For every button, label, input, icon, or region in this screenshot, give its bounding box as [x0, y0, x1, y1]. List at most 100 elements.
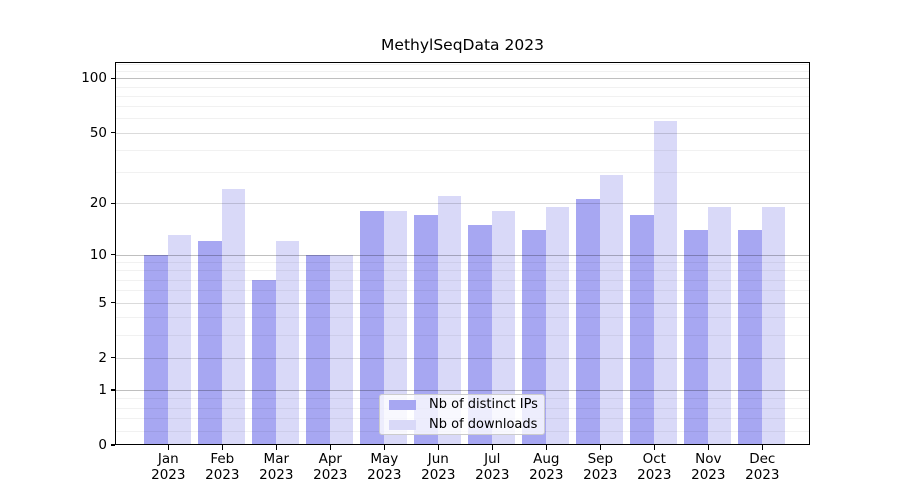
y-tick-mark-1	[110, 389, 115, 391]
y-tick-label-50: 50	[89, 124, 107, 141]
x-tick-label-Mar: Mar 2023	[246, 451, 306, 483]
gridline-7	[115, 279, 810, 281]
gridline-60	[115, 118, 810, 120]
bar-downloads-Jan	[168, 235, 192, 445]
bar-downloads-Oct	[654, 121, 678, 445]
x-tick-mark-Dec	[761, 445, 763, 450]
gridline-30	[115, 172, 810, 174]
bar-downloads-Sep	[600, 174, 624, 445]
x-tick-year: 2023	[745, 466, 780, 483]
gridline-90	[115, 86, 810, 88]
y-tick-label-5: 5	[98, 294, 107, 311]
bar-downloads-Jul	[492, 211, 516, 445]
bar-distinct-ips-Jan	[144, 254, 169, 445]
y-tick-mark-0	[110, 444, 115, 446]
y-tick-mark-20	[110, 202, 115, 204]
bar-distinct-ips-Sep	[576, 199, 601, 445]
x-tick-year: 2023	[259, 466, 294, 483]
x-tick-label-Feb: Feb 2023	[192, 451, 252, 483]
x-tick-mark-Oct	[653, 445, 655, 450]
x-tick-month: Jan	[157, 451, 179, 467]
x-tick-year: 2023	[475, 466, 510, 483]
legend-label-distinct-ips: Nb of distinct IPs	[429, 397, 538, 412]
gridline-100	[115, 78, 810, 80]
gridline-1	[115, 389, 810, 391]
y-tick-mark-2	[110, 357, 115, 359]
x-tick-month: Jul	[484, 451, 501, 467]
bar-downloads-May	[384, 211, 408, 445]
x-tick-mark-Feb	[221, 445, 223, 450]
y-tick-label-20: 20	[89, 195, 107, 212]
bar-distinct-ips-Apr	[306, 254, 331, 445]
x-tick-year: 2023	[205, 466, 240, 483]
x-tick-month: May	[370, 451, 399, 467]
x-tick-year: 2023	[637, 466, 672, 483]
x-tick-month: Nov	[695, 451, 722, 467]
y-tick-label-0: 0	[98, 437, 107, 453]
x-tick-mark-Jul	[491, 445, 493, 450]
bar-distinct-ips-Mar	[252, 279, 277, 445]
y-tick-mark-50	[110, 132, 115, 134]
x-tick-year: 2023	[529, 466, 564, 483]
x-tick-label-Oct: Oct 2023	[624, 451, 684, 483]
gridlines-layer	[115, 62, 810, 445]
x-tick-label-Sep: Sep 2023	[570, 451, 630, 483]
y-tick-mark-100	[110, 77, 115, 79]
y-tick-mark-5	[110, 302, 115, 304]
x-tick-mark-Mar	[275, 445, 277, 450]
legend-label-downloads: Nb of downloads	[429, 417, 538, 432]
y-tick-mark-10	[110, 253, 115, 256]
x-tick-month: Apr	[318, 451, 342, 467]
x-tick-mark-Jun	[437, 445, 439, 450]
x-tick-month: Oct	[642, 451, 666, 467]
x-tick-mark-Jan	[167, 445, 169, 450]
gridline-50	[115, 132, 810, 134]
bar-downloads-Aug	[546, 207, 570, 445]
x-tick-mark-May	[383, 445, 385, 450]
gridline-70	[115, 106, 810, 108]
x-tick-month: Sep	[587, 451, 614, 467]
x-tick-year: 2023	[691, 466, 726, 483]
x-tick-month: Mar	[263, 451, 290, 467]
gridline-3	[115, 334, 810, 336]
y-tick-label-100: 100	[81, 70, 107, 87]
gridline-2	[115, 357, 810, 359]
bar-distinct-ips-Dec	[738, 229, 763, 445]
bar-distinct-ips-Nov	[684, 229, 709, 445]
gridline-20	[115, 203, 810, 205]
gridline-9	[115, 262, 810, 263]
x-tick-year: 2023	[367, 466, 402, 483]
x-tick-month: Aug	[533, 451, 560, 467]
y-tick-label-2: 2	[98, 349, 107, 366]
bar-downloads-Nov	[708, 207, 732, 445]
x-tick-year: 2023	[583, 466, 618, 483]
bar-downloads-Dec	[762, 207, 786, 445]
x-tick-label-Jun: Jun 2023	[408, 451, 468, 483]
x-tick-label-May: May 2023	[354, 451, 414, 483]
x-tick-mark-Sep	[599, 445, 601, 450]
gridline-6	[115, 290, 810, 292]
x-tick-mark-Nov	[707, 445, 709, 450]
x-tick-mark-Aug	[545, 445, 547, 450]
x-tick-label-Dec: Dec 2023	[732, 451, 792, 483]
bar-distinct-ips-Oct	[630, 215, 655, 445]
gridline-5	[115, 302, 810, 304]
x-tick-year: 2023	[151, 466, 186, 483]
x-tick-month: Feb	[210, 451, 235, 467]
gridline-40	[115, 149, 810, 151]
y-tick-label-1: 1	[98, 381, 107, 398]
bars-layer	[115, 62, 810, 445]
x-tick-year: 2023	[421, 466, 456, 483]
legend: Nb of distinct IPs Nb of downloads	[379, 394, 545, 435]
plot-area	[115, 62, 810, 445]
gridline-80	[115, 95, 810, 97]
gridline-120	[115, 63, 810, 65]
gridline-4	[115, 317, 810, 319]
gridline-8	[115, 270, 810, 272]
gridline-10	[115, 254, 810, 256]
legend-swatch-distinct-ips	[389, 399, 416, 410]
legend-swatch-downloads	[389, 419, 416, 430]
bar-downloads-Feb	[222, 189, 246, 445]
x-tick-month: Jun	[427, 451, 449, 467]
x-tick-month: Dec	[749, 451, 776, 467]
